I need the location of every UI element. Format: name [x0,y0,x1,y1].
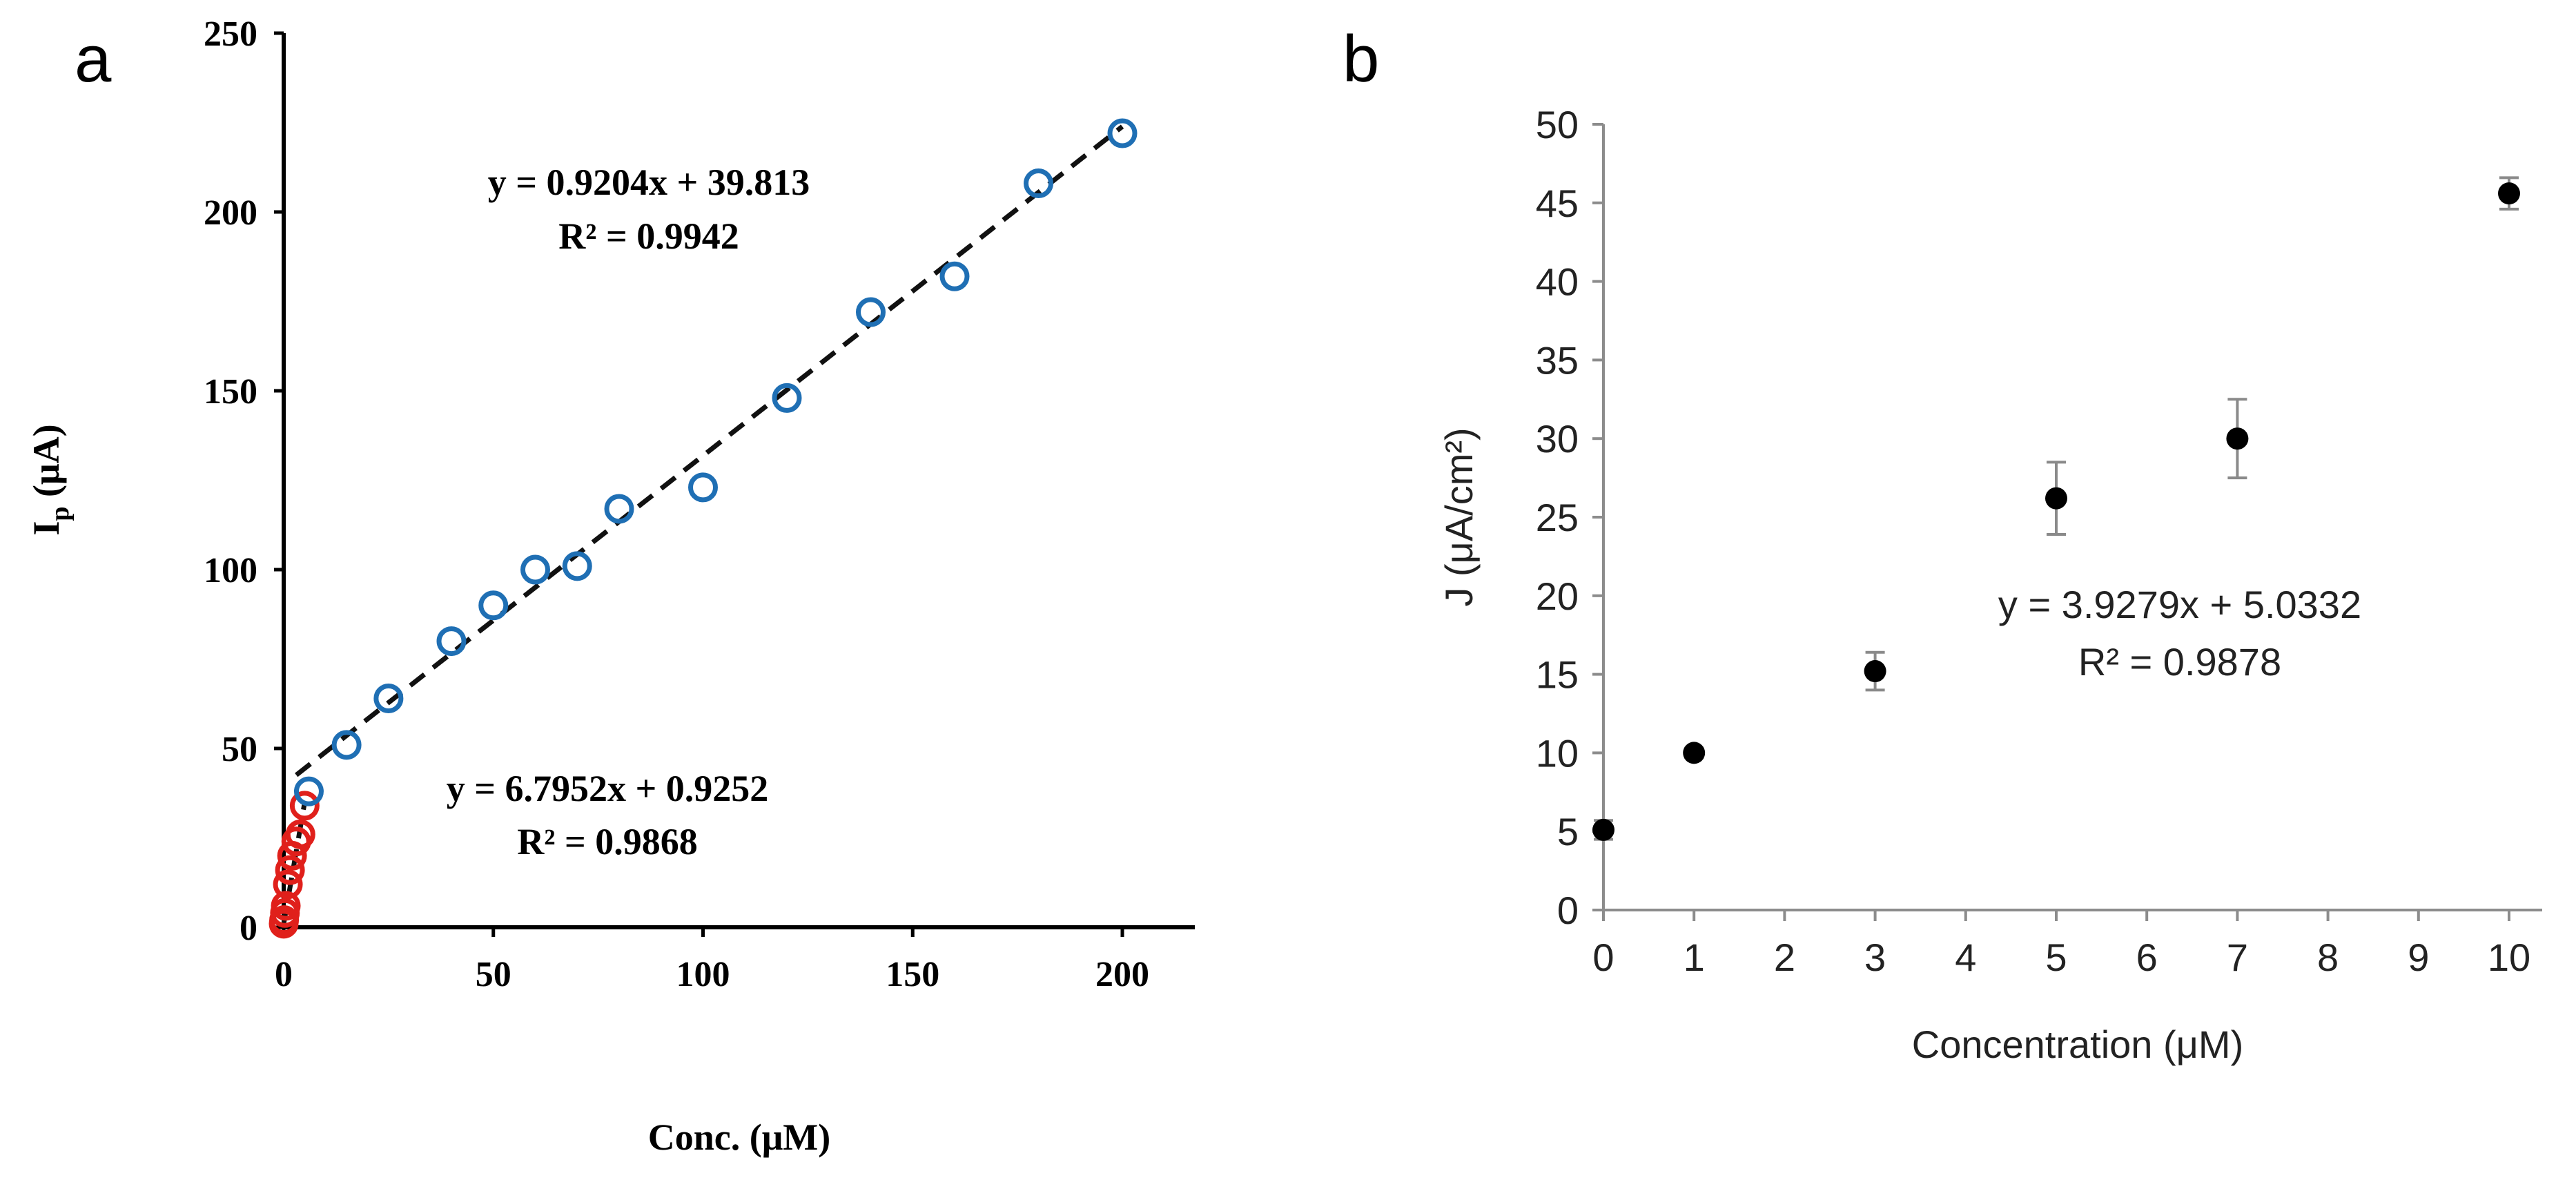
panel-a-x-tick-label: 50 [476,955,511,994]
panel-a-point-high [293,776,324,806]
panel-b-fit-r2: R² = 0.9878 [2078,640,2281,684]
panel-b-point [2498,182,2520,205]
panel-a-y-axis-label-main: I [26,521,67,536]
panel-a-point-high [373,683,404,713]
panel-a-fit-low-equation: y = 6.7952x + 0.9252 [447,768,769,809]
panel-b-point [1864,660,1886,683]
panel-a-point-low [271,891,301,921]
panel-a-chart: 0 50 100 150 200 250 0 50 100 150 200 y = 0.9204x… [26,14,1195,1158]
panel-a-trendline [295,124,1124,777]
panel-b-x-tick-label: 0 [1592,936,1614,979]
panel-b-x-tick-label: 2 [1774,936,1795,979]
panel-a-point-low [275,855,305,885]
panel-b-y-tick-label: 5 [1557,810,1579,853]
panel-a-y-tick-label: 150 [204,372,257,412]
panel-a-point-high [562,551,592,581]
panel-b-x-tick-label: 3 [1864,936,1886,979]
panel-b-y-tick-label: 15 [1536,653,1579,697]
panel-a-x-tick-label: 100 [676,955,730,994]
panel-b-y-tick-label: 0 [1557,889,1579,932]
panel-a-point-high [478,590,509,621]
panel-b-x-tick-label: 8 [2317,936,2339,979]
panel-a-point-high [939,261,970,291]
panel-b-y-tick-label: 20 [1536,574,1579,618]
panel-b-x-tick-label: 6 [2136,936,2158,979]
panel-b-y-axis-label: J (μA/cm²) [1437,427,1481,606]
panel-b-point [1683,742,1706,764]
panel-b-point [2226,427,2249,450]
panel-a-point-high [1107,118,1138,148]
panel-a-point-high [520,554,550,585]
panel-a-fit-high-r2: R² = 0.9942 [558,215,739,257]
panel-b-letter: b [1343,22,1379,96]
panel-b-y-tick-label: 30 [1536,417,1579,461]
panel-a-point-high [331,730,362,760]
panel-a-y-tick-label: 100 [204,551,257,590]
panel-b-x-tick-label: 1 [1684,936,1705,979]
panel-b-point [2045,487,2067,510]
panel-b-y-tick-label: 10 [1536,731,1579,775]
panel-b-x-tick-label: 7 [2227,936,2248,979]
panel-a-point-high [1024,168,1053,199]
panel-a-x-tick-label: 150 [886,955,939,994]
panel-a-point-high [604,494,634,524]
panel-a-y-tick-label: 50 [222,730,257,769]
panel-b-x-tick-label: 9 [2408,936,2429,979]
panel-a-point-low [273,869,303,900]
panel-a-y-axis-label-unit: (μA) [26,424,67,506]
panel-a-y-tick-label: 200 [204,193,257,233]
panel-b-x-axis-label: Concentration (μM) [1912,1023,2243,1066]
panel-b-fit-equation: y = 3.9279x + 5.0332 [1998,583,2361,626]
panel-a-point-high [772,383,802,413]
panel-a-x-tick-label: 200 [1095,955,1149,994]
panel-b-y-tick-label: 45 [1536,182,1579,225]
panel-a-fit-high-equation: y = 0.9204x + 39.813 [488,162,810,203]
panel-a-point-high [856,297,886,327]
panel-a-x-tick-label: 0 [275,955,293,994]
panel-b-x-tick-label: 4 [1955,936,1976,979]
panel-a-x-axis-label: Conc. (μM) [648,1116,831,1158]
panel-b-x-tick-label: 10 [2488,936,2530,979]
panel-b-y-tick-label: 25 [1536,496,1579,539]
panel-b-x-tick-label: 5 [2045,936,2067,979]
panel-a-point-low [285,819,315,849]
panel-a-y-tick-label: 250 [204,14,257,54]
panel-b-y-tick-label: 40 [1536,260,1579,304]
panel-a-point-high [436,626,467,657]
panel-b-point [1592,818,1614,841]
panel-a-y-axis-label: Ip (μA) [26,424,75,535]
panel-a-point-high [688,472,718,503]
panel-a-letter: a [75,22,112,96]
panel-a-y-tick-label: 0 [240,909,257,948]
panel-b-y-tick-label: 35 [1536,338,1579,382]
panel-a-y-axis-label-sub: p [46,506,75,521]
panel-b-y-tick-label: 50 [1536,103,1579,146]
panel-a-point-low [289,791,320,821]
panel-a-fit-low-r2: R² = 0.9868 [517,821,697,862]
